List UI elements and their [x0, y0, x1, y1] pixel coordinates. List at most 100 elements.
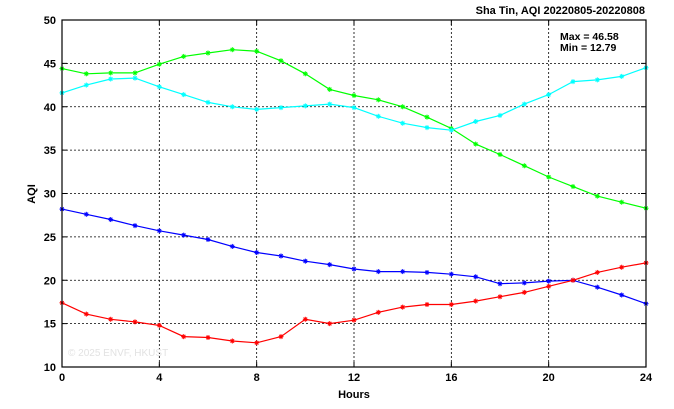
data-point — [302, 103, 308, 109]
data-point — [327, 86, 333, 92]
data-point — [181, 334, 187, 340]
y-tick-label: 40 — [44, 102, 56, 114]
x-tick-label: 20 — [543, 372, 555, 384]
data-point — [619, 199, 625, 205]
series-line — [61, 262, 647, 344]
min-stat-label: Min = 12.79 — [560, 42, 616, 54]
data-point — [156, 322, 162, 328]
data-point — [424, 302, 430, 308]
y-tick-label: 35 — [44, 145, 56, 157]
data-point — [400, 120, 406, 126]
watermark: © 2025 ENVF, HKUST — [68, 348, 168, 359]
data-point — [108, 316, 114, 322]
y-tick-label: 45 — [44, 58, 56, 70]
series-2 — [59, 65, 649, 133]
data-point — [83, 71, 89, 77]
data-point — [424, 125, 430, 131]
data-point — [108, 76, 114, 82]
data-point — [400, 269, 406, 275]
data-point — [254, 249, 260, 255]
chart-title: Sha Tin, AQI 20220805-20220808 — [476, 5, 645, 17]
data-point — [254, 48, 260, 54]
x-tick-label: 0 — [59, 372, 65, 384]
data-point — [83, 311, 89, 317]
data-point — [205, 236, 211, 242]
x-tick-label: 4 — [156, 372, 163, 384]
data-point — [473, 118, 479, 124]
data-point — [327, 321, 333, 327]
data-point — [594, 284, 600, 290]
data-point — [546, 278, 552, 284]
data-point — [132, 75, 138, 81]
data-point — [278, 58, 284, 64]
y-tick-label: 15 — [44, 319, 56, 331]
data-point — [473, 298, 479, 304]
data-point — [570, 277, 576, 283]
data-point — [181, 53, 187, 59]
data-point — [473, 274, 479, 280]
data-point — [375, 309, 381, 315]
x-axis-label: Hours — [338, 389, 370, 401]
data-point — [448, 302, 454, 308]
data-point — [375, 97, 381, 103]
data-point — [424, 269, 430, 275]
y-tick-label: 10 — [44, 362, 56, 374]
data-point — [302, 71, 308, 77]
data-point — [400, 104, 406, 110]
data-point — [351, 92, 357, 98]
data-point — [497, 151, 503, 157]
grid-lines — [62, 20, 646, 367]
data-point — [327, 262, 333, 268]
data-point — [473, 141, 479, 147]
x-tick-label: 8 — [254, 372, 260, 384]
data-point — [181, 92, 187, 98]
data-point — [156, 228, 162, 234]
y-axis-label: AQI — [26, 184, 38, 204]
axis-ticks: 0 4 8 12 16 20 24 10 15 20 25 30 35 40 45 50 — [44, 15, 653, 384]
data-point — [181, 232, 187, 238]
data-point — [400, 304, 406, 310]
data-point — [594, 193, 600, 199]
data-point — [521, 289, 527, 295]
data-point — [302, 316, 308, 322]
data-point — [83, 211, 89, 217]
data-point — [229, 47, 235, 53]
data-point — [108, 70, 114, 76]
data-point — [205, 50, 211, 56]
data-point — [254, 340, 260, 346]
data-point — [278, 334, 284, 340]
y-tick-label: 30 — [44, 189, 56, 201]
y-tick-label: 20 — [44, 275, 56, 287]
series-lines — [59, 47, 649, 346]
data-point — [619, 73, 625, 79]
data-point — [132, 223, 138, 229]
data-point — [521, 163, 527, 169]
data-point — [546, 174, 552, 180]
max-stat-label: Max = 46.58 — [560, 31, 619, 43]
data-point — [278, 105, 284, 111]
data-point — [229, 338, 235, 344]
data-point — [375, 269, 381, 275]
data-point — [156, 84, 162, 90]
data-point — [570, 184, 576, 190]
data-point — [448, 127, 454, 133]
data-point — [302, 258, 308, 264]
data-point — [254, 106, 260, 112]
data-point — [327, 101, 333, 107]
data-point — [229, 243, 235, 249]
data-point — [351, 317, 357, 323]
data-point — [83, 82, 89, 88]
data-point — [424, 114, 430, 120]
data-point — [497, 294, 503, 300]
data-point — [546, 283, 552, 289]
data-point — [497, 112, 503, 118]
series-4 — [59, 260, 649, 346]
data-point — [619, 264, 625, 270]
data-point — [351, 266, 357, 272]
data-point — [448, 271, 454, 277]
data-point — [229, 104, 235, 110]
data-point — [351, 105, 357, 111]
data-point — [278, 253, 284, 259]
data-point — [594, 77, 600, 83]
